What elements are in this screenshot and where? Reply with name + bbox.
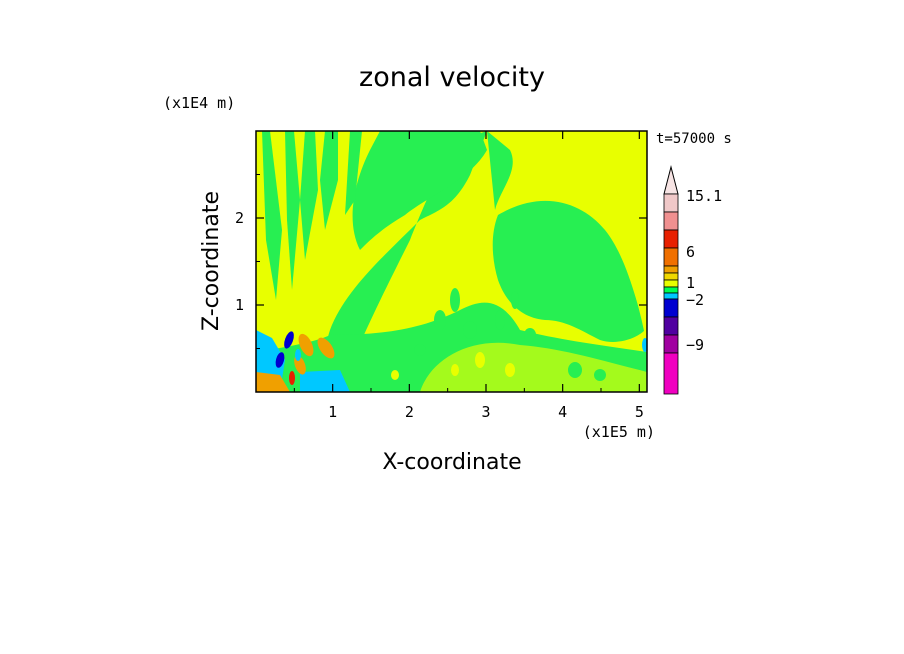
- x-tick-label: 5: [635, 403, 644, 421]
- colorbar-swatch: [663, 193, 679, 213]
- x-unit-label: (x1E5 m): [583, 423, 655, 441]
- texture-patches: [414, 288, 606, 381]
- green-region: [352, 131, 487, 250]
- x-tick-label: 3: [481, 403, 490, 421]
- colorbar-swatch: [663, 211, 679, 231]
- orange-region: [256, 372, 290, 392]
- y-axis-label: Z-coordinate: [199, 191, 224, 331]
- plot-area: [256, 131, 647, 392]
- yellow-region: [595, 131, 647, 345]
- colorbar-arrow: [663, 165, 679, 195]
- blue-lobe: [275, 352, 285, 368]
- wave-streaks: [262, 131, 362, 300]
- y-tick-label: 2: [235, 209, 244, 227]
- colorbar-swatch: [663, 265, 679, 274]
- x-tick-label: 4: [558, 403, 567, 421]
- orange-lobe: [317, 337, 335, 359]
- y-unit-label: (x1E4 m): [163, 94, 235, 112]
- colorbar-swatch: [663, 286, 679, 294]
- colorbar-swatch: [663, 352, 679, 395]
- x-axis: 1 2 3 4 5: [293, 131, 644, 421]
- colorbar-label: 6: [686, 243, 695, 261]
- colorbar-swatch: [663, 316, 679, 336]
- colorbar-swatch: [663, 247, 679, 267]
- colorbar: 15.1 6 1−2 −9: [663, 165, 722, 395]
- cyan-region: [300, 370, 350, 392]
- x-tick-label: 1: [328, 403, 337, 421]
- orange-lobe: [298, 333, 314, 357]
- cyan-lobe: [295, 349, 301, 361]
- blue-lobe: [284, 331, 294, 349]
- colorbar-swatch: [663, 334, 679, 354]
- y-axis: 12: [235, 174, 647, 349]
- colorbar-swatch: [663, 272, 679, 281]
- green-region: [487, 131, 513, 210]
- time-label: t=57000 s: [656, 131, 732, 147]
- colorbar-swatch: [663, 229, 679, 249]
- colorbar-label: −9: [686, 336, 704, 354]
- colorbar-swatch: [663, 298, 679, 318]
- texture-patches: [391, 352, 515, 380]
- colorbar-label: −2: [686, 291, 704, 309]
- red-lobe: [289, 371, 295, 385]
- green-region: [492, 200, 645, 342]
- green-region: [325, 131, 487, 392]
- colorbar-label: 15.1: [686, 187, 722, 205]
- cyan-lobe: [642, 338, 647, 352]
- y-tick-label: 1: [235, 296, 244, 314]
- colorbar-swatch: [663, 292, 679, 300]
- colorbar-label: 1: [686, 274, 695, 292]
- chart-title: zonal velocity: [359, 62, 545, 93]
- x-axis-label: X-coordinate: [382, 450, 521, 475]
- x-tick-label: 2: [405, 403, 414, 421]
- colorbar-swatch: [663, 279, 679, 288]
